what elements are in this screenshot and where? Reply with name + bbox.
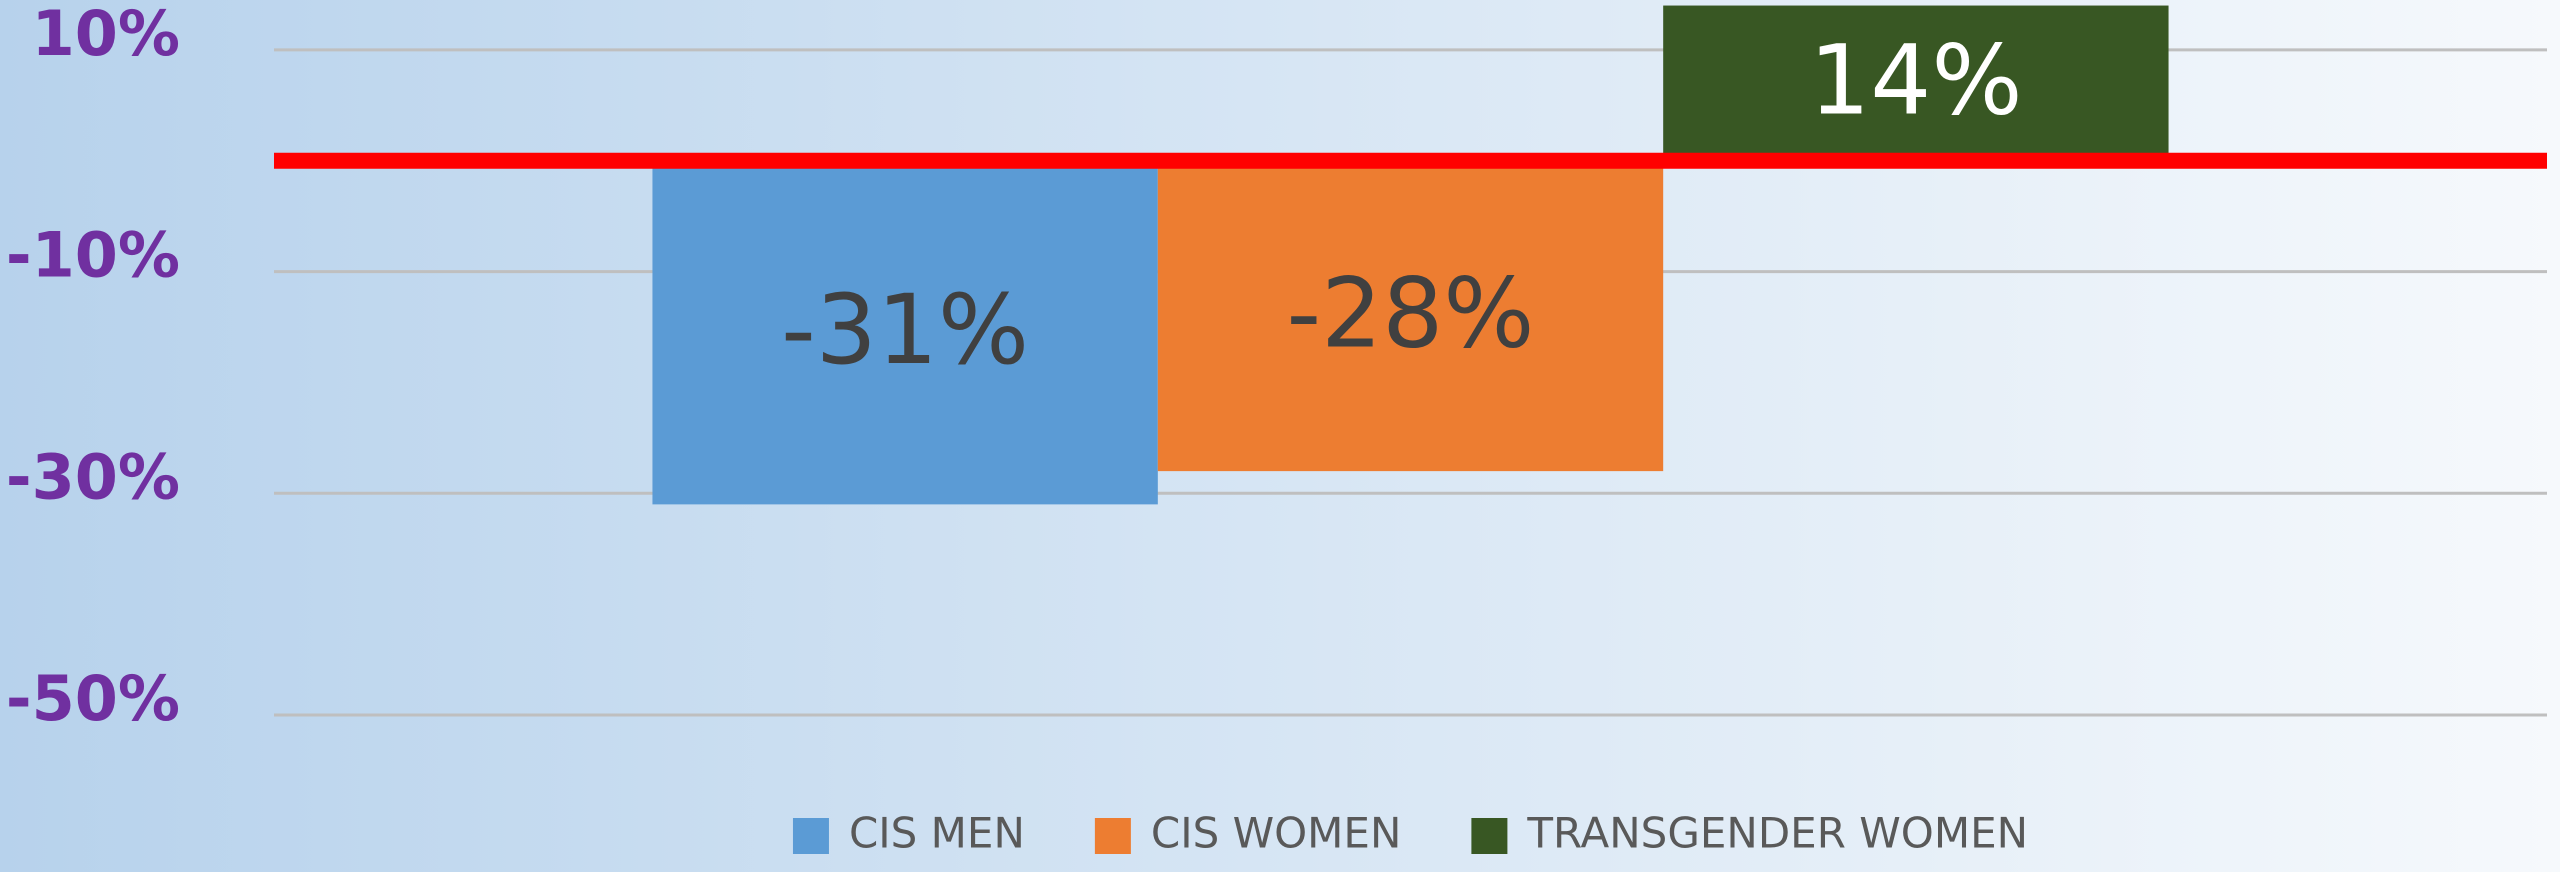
legend-swatch	[1471, 818, 1508, 854]
legend-swatch	[1094, 818, 1131, 854]
bar	[1157, 160, 1664, 472]
legend-swatch	[792, 818, 829, 854]
y-tick-label: 10%	[32, 0, 180, 70]
legend-label: CIS MEN	[849, 809, 1025, 858]
y-tick-label: -50%	[6, 662, 180, 735]
data-label: -31%	[781, 274, 1029, 386]
bar	[652, 160, 1158, 505]
legend-label: TRANSGENDER WOMEN	[1526, 809, 2028, 858]
data-label: -28%	[1286, 257, 1534, 369]
data-label: 14%	[1809, 24, 2022, 136]
bar	[1663, 5, 2169, 161]
y-tick-label: -10%	[6, 219, 180, 292]
legend-label: CIS WOMEN	[1151, 809, 1402, 858]
y-tick-label: -30%	[6, 440, 180, 513]
